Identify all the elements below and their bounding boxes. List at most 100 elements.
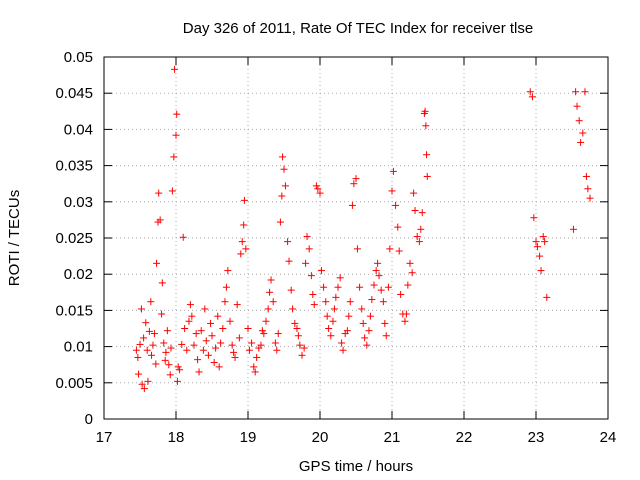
y-tick-label: 0.04 xyxy=(64,121,93,138)
data-point xyxy=(237,250,245,258)
data-point xyxy=(226,317,234,325)
data-point xyxy=(303,233,311,241)
data-point xyxy=(374,259,382,267)
data-point xyxy=(300,344,308,352)
data-point xyxy=(575,117,583,125)
data-point xyxy=(370,281,378,289)
data-point xyxy=(186,301,194,309)
data-point xyxy=(271,339,279,347)
data-point xyxy=(240,196,248,204)
data-point xyxy=(179,233,187,241)
data-point xyxy=(201,305,209,313)
data-point xyxy=(381,319,389,327)
data-point xyxy=(323,312,331,320)
data-point xyxy=(320,283,328,291)
data-point xyxy=(338,339,346,347)
data-point xyxy=(140,334,148,342)
data-point xyxy=(194,356,202,364)
y-tick-label: 0.035 xyxy=(55,158,93,175)
data-point xyxy=(397,290,405,298)
data-point xyxy=(289,305,297,313)
data-point xyxy=(258,327,266,335)
data-point xyxy=(149,341,157,349)
data-point xyxy=(142,319,150,327)
data-point xyxy=(238,238,246,246)
data-point xyxy=(174,363,182,371)
data-point xyxy=(384,283,392,291)
data-point xyxy=(148,351,156,359)
data-point xyxy=(166,371,174,379)
data-point xyxy=(377,286,385,294)
data-point xyxy=(158,279,166,287)
data-point xyxy=(212,344,220,352)
data-point xyxy=(372,267,380,275)
data-point xyxy=(161,356,169,364)
data-point xyxy=(569,225,577,233)
data-point xyxy=(411,206,419,214)
data-point xyxy=(242,245,250,253)
data-point xyxy=(294,332,302,340)
chart-title: Day 326 of 2011, Rate Of TEC Index for r… xyxy=(183,20,533,37)
data-point xyxy=(586,194,594,202)
x-tick-label: 23 xyxy=(528,429,545,446)
plot-border xyxy=(103,56,609,420)
data-point xyxy=(245,346,253,354)
data-point xyxy=(244,325,252,332)
data-point xyxy=(577,138,585,146)
ticks: 17 18 19 20 21 22 23 24 0 0.005 0.01 0.015 0.02 0.025… xyxy=(55,49,616,446)
data-point xyxy=(356,283,364,291)
data-point xyxy=(408,269,416,277)
y-tick-label: 0.05 xyxy=(64,49,93,66)
data-point xyxy=(339,346,347,354)
data-point xyxy=(251,368,259,376)
y-tick-label: 0 xyxy=(85,411,93,428)
data-point xyxy=(334,283,342,291)
data-point xyxy=(269,298,277,306)
data-point xyxy=(202,337,210,345)
data-point xyxy=(287,286,295,294)
data-point xyxy=(402,310,410,318)
data-point xyxy=(322,298,330,306)
data-point xyxy=(222,283,230,291)
data-point xyxy=(579,129,587,137)
data-point xyxy=(293,325,301,332)
data-point xyxy=(329,317,337,325)
data-point xyxy=(144,377,152,385)
data-point xyxy=(215,363,223,371)
data-point xyxy=(422,122,430,130)
data-point xyxy=(188,312,196,320)
data-point xyxy=(533,243,541,251)
data-point xyxy=(325,325,333,332)
data-point xyxy=(135,370,143,378)
data-point xyxy=(165,361,173,369)
data-point xyxy=(204,351,212,359)
data-point xyxy=(310,301,318,309)
data-point xyxy=(145,327,153,335)
data-point xyxy=(162,348,170,356)
data-point xyxy=(423,151,431,159)
x-tick-label: 19 xyxy=(240,429,257,446)
data-point xyxy=(539,233,547,241)
data-point xyxy=(573,102,581,110)
y-tick-label: 0.005 xyxy=(55,375,93,392)
data-point xyxy=(415,238,423,246)
data-point xyxy=(421,107,429,115)
data-point xyxy=(257,341,265,349)
data-point xyxy=(302,259,310,267)
data-point xyxy=(388,187,396,195)
y-tick-label: 0.02 xyxy=(64,266,93,283)
data-point xyxy=(262,317,270,325)
data-point xyxy=(132,346,140,354)
data-point xyxy=(273,346,281,354)
data-point xyxy=(274,330,282,338)
data-point xyxy=(279,153,287,161)
data-point xyxy=(361,334,369,342)
data-point xyxy=(532,238,540,246)
data-point xyxy=(404,281,412,289)
y-tick-label: 0.01 xyxy=(64,339,93,356)
data-point xyxy=(284,238,292,246)
data-point xyxy=(368,296,376,304)
data-point xyxy=(280,165,288,173)
